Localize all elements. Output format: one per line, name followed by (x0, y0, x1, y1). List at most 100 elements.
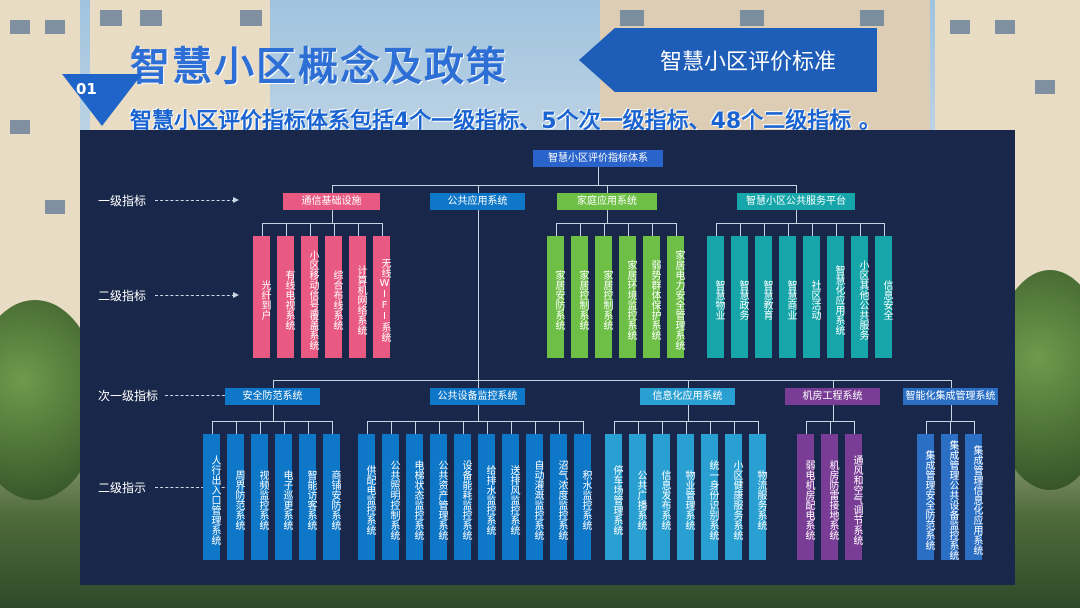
sub-leaf-2-10: 积水监控系统 (574, 434, 591, 560)
leaf-3-6: 家居电力安全管理系统 (667, 236, 684, 358)
level-arrow (233, 197, 239, 203)
sub-leaf-2-5: 设备能耗监控系统 (454, 434, 471, 560)
top-group-2: 公共应用系统 (430, 193, 525, 210)
standard-box: 智慧小区评价标准 (579, 28, 877, 92)
connector-line (835, 223, 837, 236)
leaf-1-4: 综合布线系统 (325, 236, 342, 358)
connector-line (510, 421, 512, 434)
connector-line (757, 421, 759, 434)
building-left (0, 0, 80, 330)
sub-leaf-1-4: 电子巡更系统 (275, 434, 292, 560)
sub-leaf-2-4: 公共资产管理系统 (430, 434, 447, 560)
connector-line (477, 185, 479, 193)
connector-line (715, 223, 717, 236)
connector-line (261, 223, 263, 236)
leaf-3-2: 家居控制系统 (571, 236, 588, 358)
leaf-3-5: 弱势群体保护系统 (643, 236, 660, 358)
sub-leaf-2-7: 送排风监控系统 (502, 434, 519, 560)
connector-line (331, 185, 796, 186)
sub-leaf-2-3: 电梯状态监控系统 (406, 434, 423, 560)
leaf-1-3: 小区移动信号覆盖系统 (301, 236, 318, 358)
connector-line (613, 421, 615, 434)
connector-line (579, 223, 581, 236)
leaf-3-1: 家居安防系统 (547, 236, 564, 358)
sub-group-3: 信息化应用系统 (640, 388, 735, 405)
leaf-4-5: 社区活动 (803, 236, 820, 358)
connector-line (331, 210, 333, 223)
connector-line (805, 421, 807, 434)
connector-line (883, 223, 885, 236)
leaf-3-4: 家居环境监控系统 (619, 236, 636, 358)
sub-leaf-4-1: 弱电机房配电系统 (797, 434, 814, 560)
sub-leaf-2-9: 沼气浓度监控系统 (550, 434, 567, 560)
building-center-left (90, 0, 270, 130)
sub-leaf-2-1: 供配电监控系统 (358, 434, 375, 560)
connector-line (685, 421, 687, 434)
sub-leaf-1-5: 智能访客系统 (299, 434, 316, 560)
sub-group-5: 智能化集成管理系统 (903, 388, 998, 405)
leaf-1-2: 有线电视系统 (277, 236, 294, 358)
top-group-4: 智慧小区公共服务平台 (737, 193, 855, 210)
sub-leaf-4-2: 机房防雷接地系统 (821, 434, 838, 560)
leaf-4-8: 信息安全 (875, 236, 892, 358)
level-dash (155, 200, 235, 201)
connector-line (925, 421, 927, 434)
leaf-4-2: 智慧政务 (731, 236, 748, 358)
sub-leaf-2-6: 给排水监控系统 (478, 434, 495, 560)
leaf-4-4: 智慧商业 (779, 236, 796, 358)
connector-line (307, 421, 309, 434)
leaf-3-3: 家居控制系统 (595, 236, 612, 358)
connector-line (285, 223, 287, 236)
connector-line (603, 223, 605, 236)
sub-leaf-2-2: 公共照明控制系统 (382, 434, 399, 560)
level-label-l2a: 二级指标 (98, 289, 147, 303)
connector-line (390, 421, 392, 434)
connector-line (796, 185, 797, 193)
connector-line (853, 421, 855, 434)
sub-group-4: 机房工程系统 (785, 388, 880, 405)
connector-line (950, 380, 952, 388)
connector-line (763, 223, 765, 236)
connector-line (211, 421, 213, 434)
connector-line (331, 421, 333, 434)
connector-line (309, 223, 311, 236)
connector-line (687, 380, 689, 388)
connector-line (607, 185, 608, 193)
connector-line (973, 421, 975, 434)
connector-line (235, 421, 237, 434)
connector-line (333, 223, 335, 236)
sub-leaf-1-1: 人行出入口管理系统 (203, 434, 220, 560)
number-triangle (62, 74, 142, 126)
sub-leaf-1-3: 视频监控系统 (251, 434, 268, 560)
connector-line (331, 185, 333, 193)
connector-line (811, 223, 813, 236)
sub-leaf-3-6: 小区健康服务系统 (725, 434, 742, 560)
sub-leaf-3-7: 物流服务系统 (749, 434, 766, 560)
level-dash (155, 487, 235, 488)
sub-leaf-3-1: 停车场管理系统 (605, 434, 622, 560)
connector-line (261, 223, 383, 224)
leaf-4-3: 智慧教育 (755, 236, 772, 358)
sub-leaf-5-2: 集成管理公共设备监控系统 (941, 434, 958, 560)
connector-line (715, 223, 885, 224)
connector-line (366, 421, 584, 422)
connector-line (739, 223, 741, 236)
connector-line (607, 210, 608, 223)
connector-line (832, 380, 834, 388)
connector-line (859, 223, 861, 236)
connector-line (829, 421, 831, 434)
connector-line (381, 223, 383, 236)
root-node: 智慧小区评价指标体系 (533, 150, 663, 167)
sub-group-1: 安全防范系统 (225, 388, 320, 405)
sub-leaf-4-3: 通风和空气调节系统 (845, 434, 862, 560)
connector-line (534, 421, 536, 434)
connector-line (675, 223, 677, 236)
connector-line (477, 210, 479, 380)
connector-line (651, 223, 653, 236)
connector-line (555, 223, 557, 236)
connector-line (709, 421, 711, 434)
leaf-1-1: 光纤到户 (253, 236, 270, 358)
section-number: 01 (76, 80, 97, 98)
top-group-1: 通信基础设施 (283, 193, 380, 210)
sub-leaf-5-1: 集成管理安全防范系统 (917, 434, 934, 560)
